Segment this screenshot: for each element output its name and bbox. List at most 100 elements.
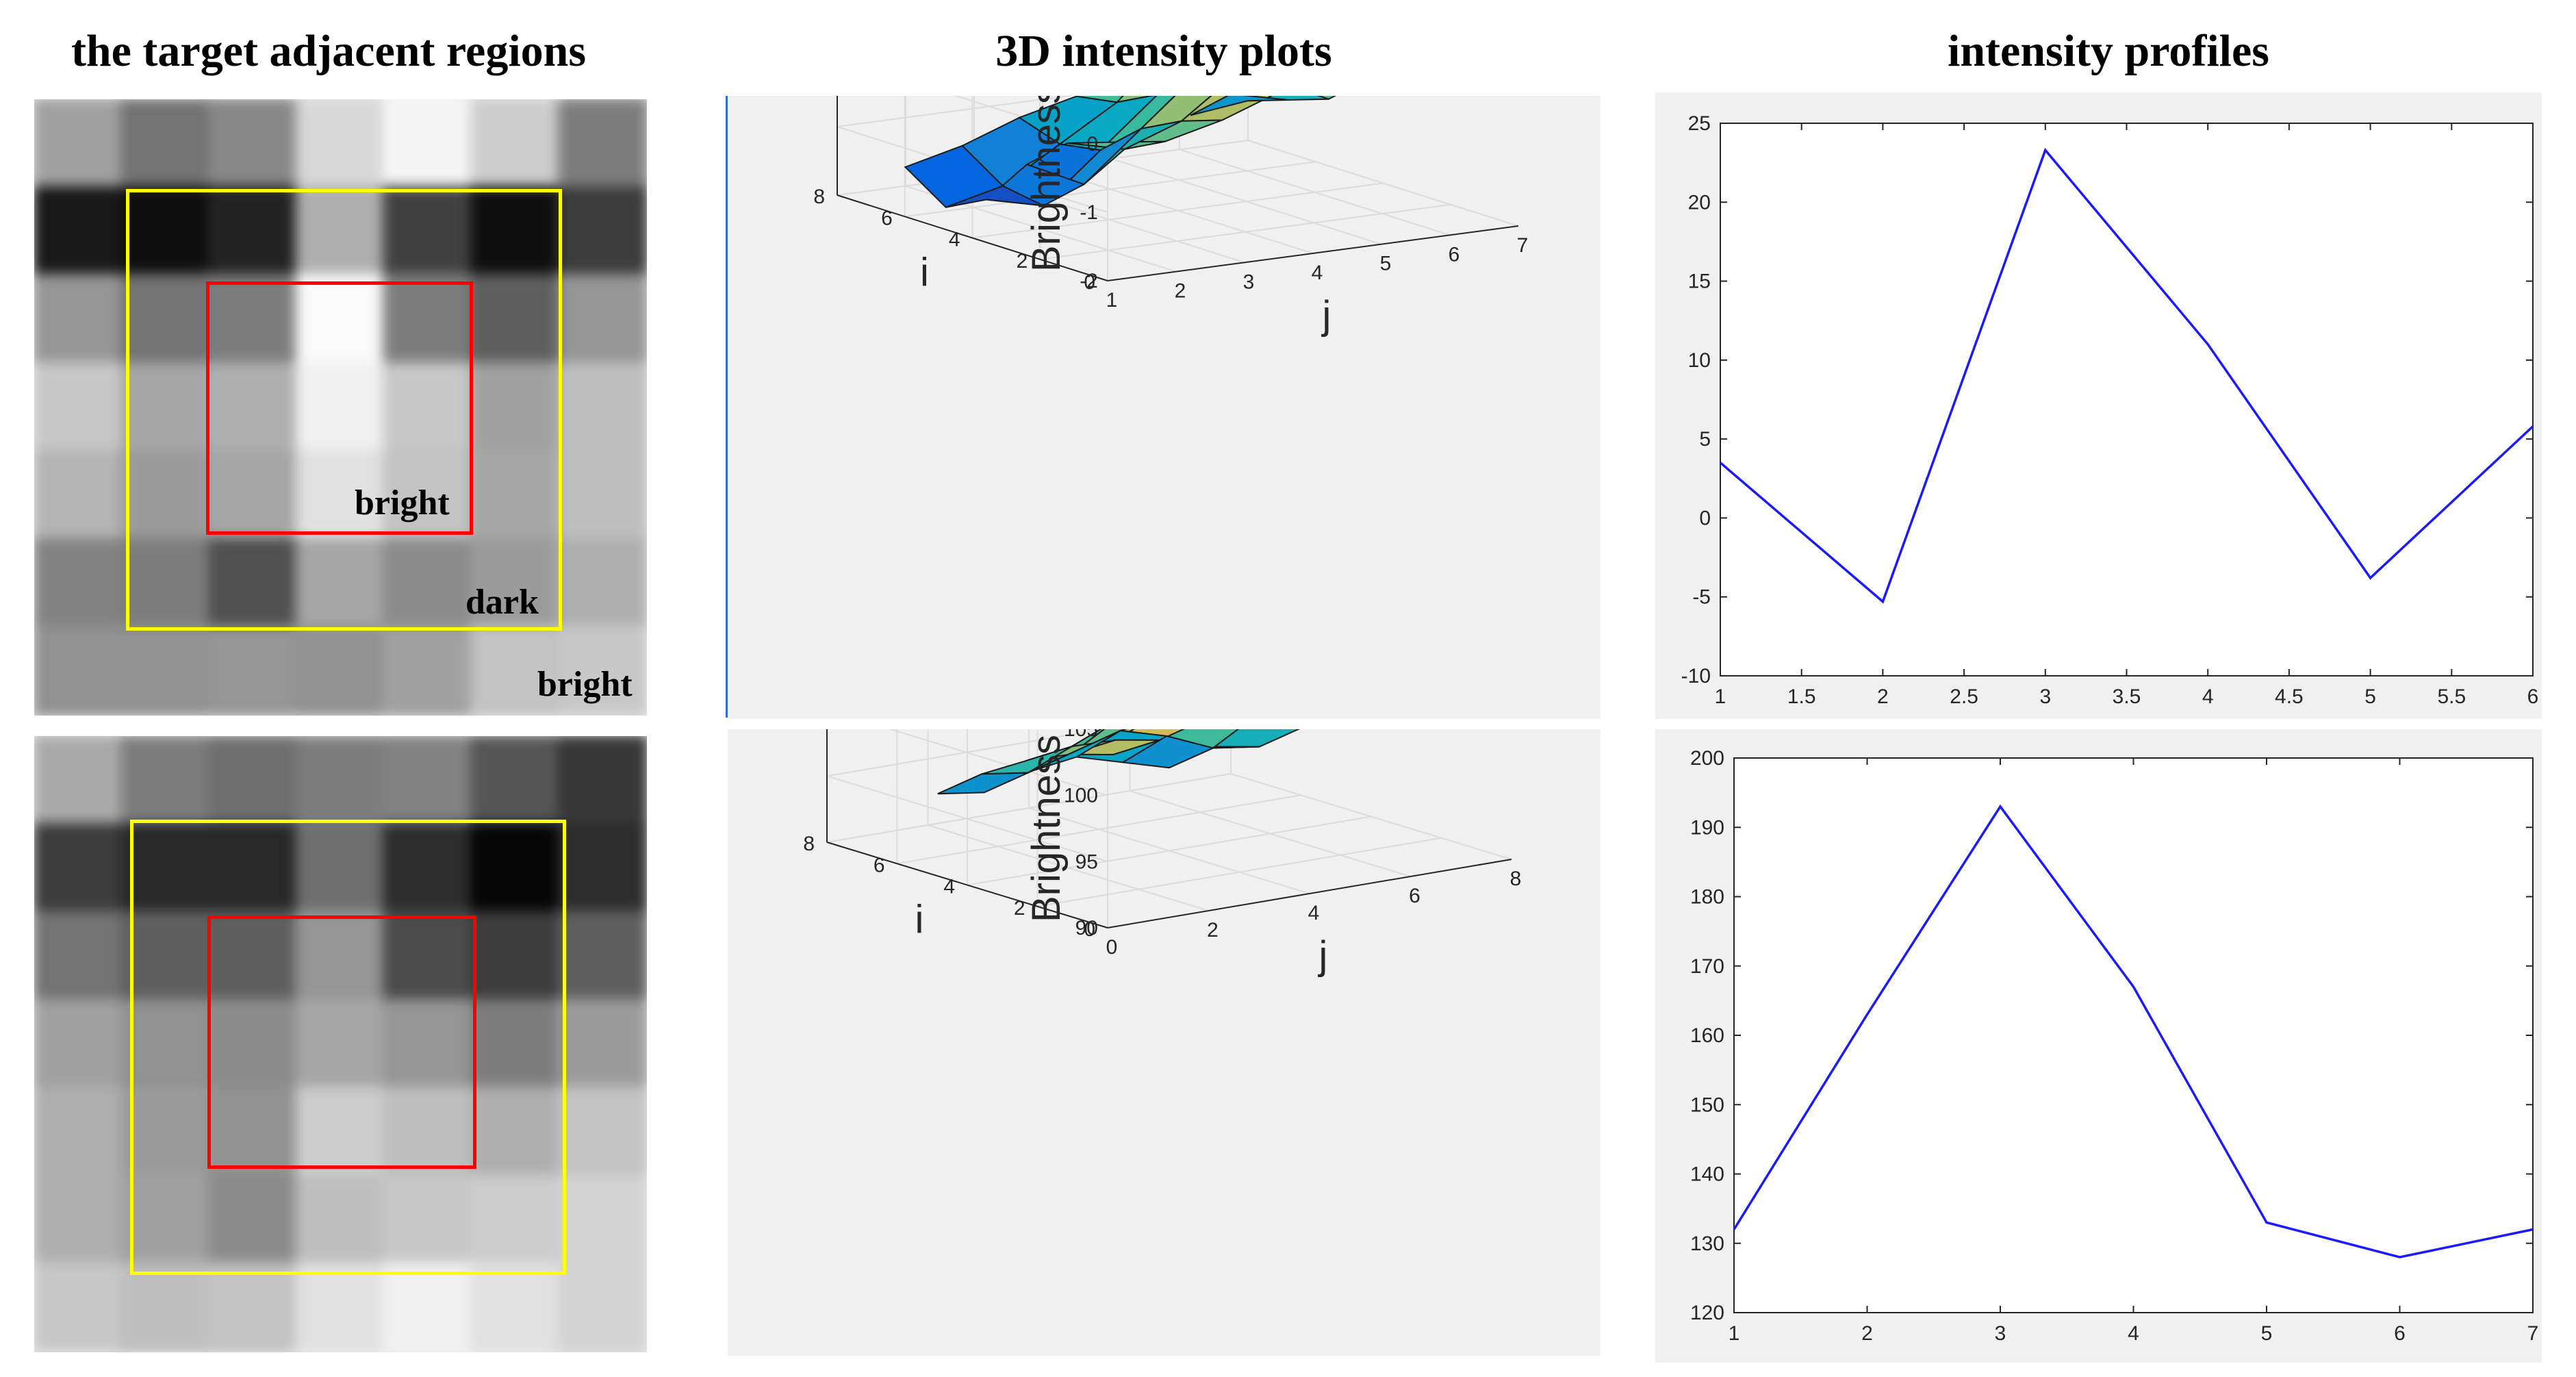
j-tick-label: 6 xyxy=(1449,243,1460,266)
x-tick-label: 2.5 xyxy=(1950,685,1978,708)
y-tick-label: 190 xyxy=(1690,816,1724,839)
heatmap-cell xyxy=(207,538,298,629)
heatmap-cell xyxy=(295,911,386,1002)
heatmap-cell xyxy=(295,626,386,716)
j-tick-label: 5 xyxy=(1380,253,1392,275)
title-adjacent-regions: the target adjacent regions xyxy=(71,26,587,76)
z-tick-label: 105 xyxy=(1064,729,1098,741)
heatmap-cell xyxy=(207,822,298,914)
heatmap-cell xyxy=(207,450,298,541)
grid-line xyxy=(954,96,1108,144)
y-tick-label: 0 xyxy=(1699,507,1711,529)
heatmap-cell xyxy=(295,736,386,826)
y-tick-label: 200 xyxy=(1690,747,1724,770)
region-image-top: bright dark bright xyxy=(34,99,647,716)
surface-plot-bottom: 90 95 100 105 0 2 4 6 8 0 2 4 6 8 Brightness i j xyxy=(728,729,1601,1356)
heatmap-cell xyxy=(34,99,123,189)
x-tick-label: 4 xyxy=(2202,685,2214,708)
x-tick-label: 1.5 xyxy=(1787,685,1816,708)
heatmap-cell xyxy=(295,362,386,453)
i-axis xyxy=(837,194,1108,281)
y-tick-label: -5 xyxy=(1692,586,1711,609)
z-tick-label: 90 xyxy=(1075,917,1098,939)
z-tick-label: 100 xyxy=(1064,785,1098,807)
x-tick-label: 3 xyxy=(1995,1322,2006,1345)
i-axis xyxy=(826,842,1108,928)
y-tick-label: 5 xyxy=(1699,428,1711,451)
heatmap-cell xyxy=(120,911,211,1002)
heatmap-cell xyxy=(470,998,561,1090)
heatmap-cell xyxy=(558,1087,647,1178)
y-tick-label: 15 xyxy=(1688,270,1711,293)
j-tick-label: 1 xyxy=(1106,289,1118,312)
profile-plot-bottom: 120 130 140 150 160 170 180 190 200 1 2 3 4 5 6 7 xyxy=(1655,729,2542,1363)
heatmap-cell xyxy=(207,998,298,1090)
j-tick-label: 8 xyxy=(1510,868,1522,890)
y-tick-label: 160 xyxy=(1690,1024,1724,1047)
heatmap-cell xyxy=(558,736,647,826)
profile-plot-top: -10 -5 0 5 10 15 20 25 1 1.5 2 2.5 3 3.5 4 4.5 5 5.5 6 xyxy=(1655,92,2542,719)
x-tick-label: 6 xyxy=(2394,1322,2406,1345)
x-tick-label: 1 xyxy=(1715,685,1726,708)
z-tick-label: 0 xyxy=(1086,133,1098,155)
i-axis-label: i xyxy=(920,251,929,295)
heatmap-cell xyxy=(383,822,474,914)
heatmap-cell xyxy=(383,362,474,453)
x-tick-label: 3 xyxy=(2039,685,2051,708)
x-tick-label: 7 xyxy=(2527,1322,2539,1345)
i-tick-label: 2 xyxy=(1014,897,1025,920)
grid-line xyxy=(1247,140,1519,227)
heatmap-cell xyxy=(120,274,211,365)
grid-line xyxy=(1130,790,1411,877)
heatmap-cell xyxy=(558,998,647,1090)
heatmap-cell xyxy=(207,99,298,189)
surface-patches xyxy=(937,729,1301,795)
profile-plot-top-svg: -10 -5 0 5 10 15 20 25 1 1.5 2 2.5 3 3.5 4 4.5 5 5.5 6 xyxy=(1681,112,2539,708)
heatmap-cell xyxy=(120,186,211,277)
heatmap-cell xyxy=(383,1174,474,1266)
annotation-bright-inner: bright xyxy=(355,483,450,522)
heatmap-cell xyxy=(470,1087,561,1178)
i-tick-label: 0 xyxy=(1084,271,1095,294)
heatmap-cell xyxy=(383,911,474,1002)
title-intensity-profiles: intensity profiles xyxy=(1948,26,2269,76)
heatmap-cell xyxy=(295,1087,386,1178)
heatmap-cell xyxy=(34,822,123,914)
heatmap-cell xyxy=(120,736,211,826)
heatmap-cell xyxy=(558,1174,647,1266)
annotation-bright-outer: bright xyxy=(537,665,633,704)
heatmap-cell xyxy=(558,186,647,277)
heatmap-cell xyxy=(207,186,298,277)
heatmap-cell xyxy=(470,736,561,826)
profile-plot-bottom-svg: 120 130 140 150 160 170 180 190 200 1 2 3 4 5 6 7 xyxy=(1690,747,2539,1345)
heatmap-cell xyxy=(120,450,211,541)
heatmap-cell xyxy=(558,99,647,189)
heatmap-cell xyxy=(120,998,211,1090)
heatmap-cell xyxy=(120,1087,211,1178)
surface-patch xyxy=(937,772,1028,795)
i-tick-label: 4 xyxy=(949,229,960,251)
heatmap-cell xyxy=(295,450,386,541)
heatmap-cell xyxy=(558,911,647,1002)
z-tick-label: -2 xyxy=(1080,270,1098,292)
i-tick-label: 6 xyxy=(881,207,893,229)
surface-patch xyxy=(1121,735,1215,769)
j-tick-label: 0 xyxy=(1106,936,1118,959)
heatmap-cell xyxy=(295,998,386,1090)
heatmap-cell xyxy=(470,186,561,277)
j-tick-label: 4 xyxy=(1312,262,1323,284)
y-tick-label: 20 xyxy=(1688,191,1711,214)
j-tick-label: 2 xyxy=(1175,280,1186,303)
heatmap-cell xyxy=(120,626,211,716)
heatmap-cell xyxy=(295,1174,386,1266)
j-tick-label: 2 xyxy=(1207,919,1219,942)
annotation-dark: dark xyxy=(466,583,539,622)
outer-region-box xyxy=(126,189,562,631)
heatmap-cell xyxy=(383,736,474,826)
y-tick-label: -10 xyxy=(1681,665,1711,687)
x-tick-label: 5 xyxy=(2261,1322,2273,1345)
y-tick-label: 140 xyxy=(1690,1163,1724,1186)
panel-divider xyxy=(726,96,728,718)
heatmap-cell xyxy=(470,1174,561,1266)
region-mosaic-bottom xyxy=(34,736,647,1352)
